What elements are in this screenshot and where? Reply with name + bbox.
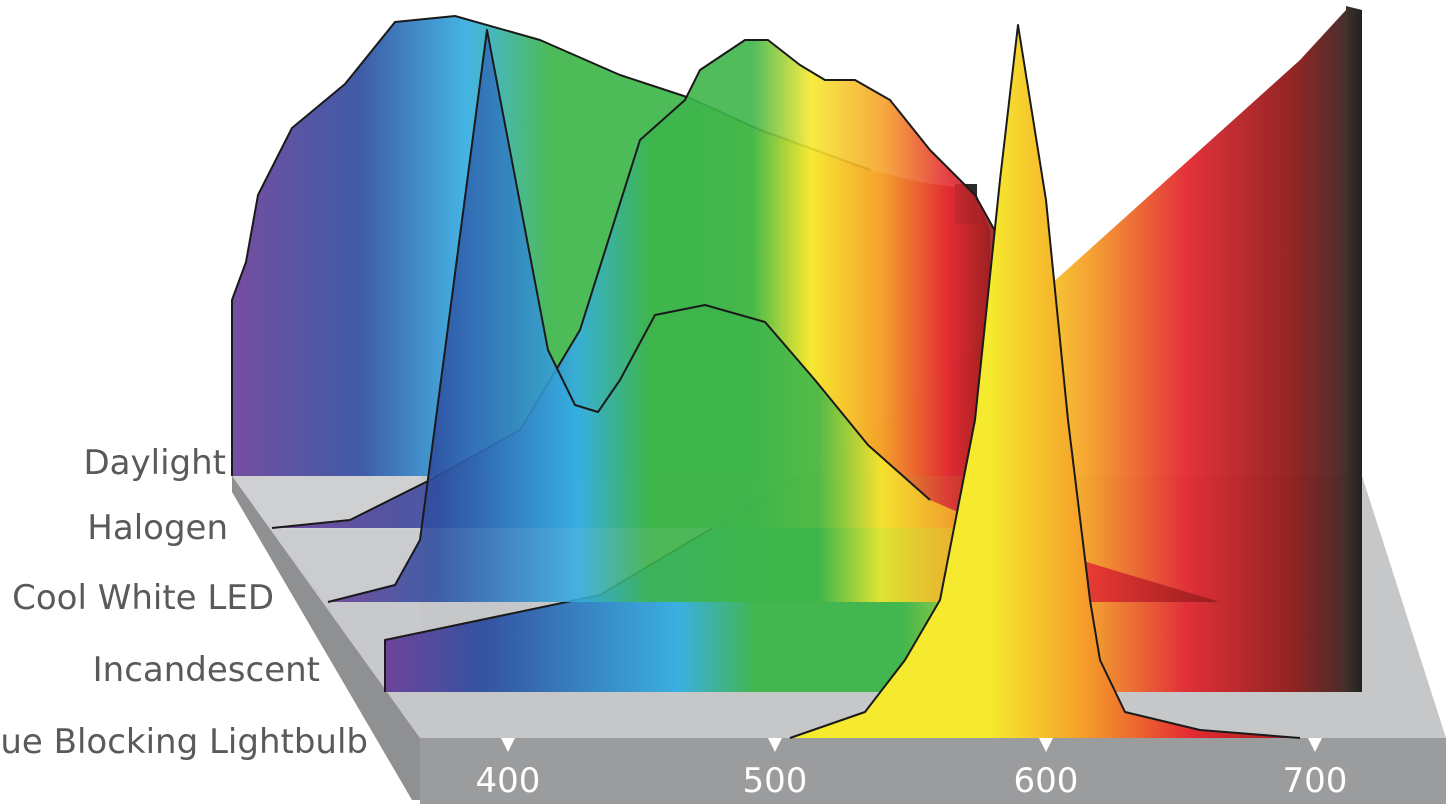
row-labels: Daylight Halogen Cool White LED Incandes… [0,443,368,762]
axis-bar [420,738,1446,804]
blocking-fill [790,25,1300,738]
tick-label-700: 700 [1283,761,1348,801]
tick-label-400: 400 [476,761,541,801]
row-label-daylight: Daylight [84,443,227,483]
floor-left-side [232,476,420,800]
spectrum-blue-blocking [789,24,1301,739]
tick-label-600: 600 [1014,761,1079,801]
row-label-blue-blocking-lightbulb: Blue Blocking Lightbulb [0,722,368,762]
row-label-halogen: Halogen [87,508,228,548]
incandescent-fill [385,10,1346,692]
back-wall [1346,6,1362,692]
tick-marker [1039,738,1053,752]
tick-marker [768,738,782,752]
tick-marker [501,738,515,752]
wavelength-axis: 400 500 600 700 [476,738,1348,801]
row-label-cool-white-led: Cool White LED [12,578,274,618]
tick-label-500: 500 [743,761,808,801]
led-fill [328,30,1220,602]
blocking-outline [789,24,1301,739]
row-label-incandescent: Incandescent [93,650,320,690]
led-outline [327,29,931,603]
tick-marker [1308,738,1322,752]
spectrum-cool-white-led [327,29,1220,603]
